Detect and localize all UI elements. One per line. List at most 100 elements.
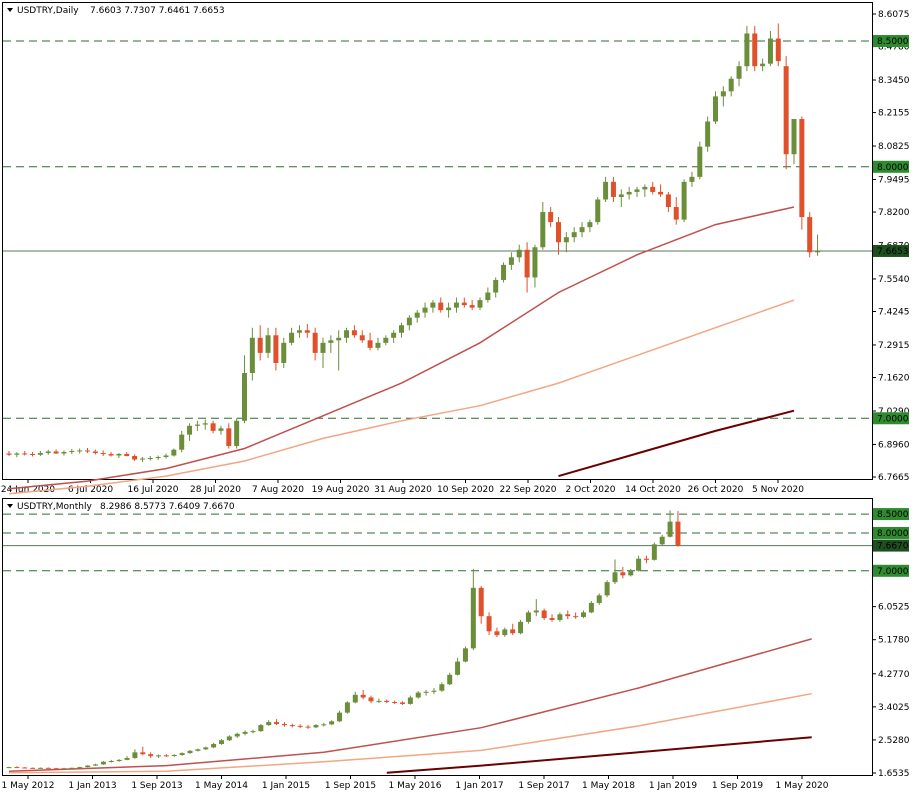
price-tick-label: 4.2770 <box>878 670 910 680</box>
candle-up <box>689 176 695 182</box>
candle-up <box>296 330 302 333</box>
candle-down <box>650 186 656 192</box>
price-tick-label: 1.6535 <box>878 769 910 779</box>
candle-up <box>525 612 531 622</box>
candle-down <box>85 450 90 452</box>
candle-down <box>289 725 295 727</box>
candle-up <box>313 725 319 728</box>
candle-down <box>658 191 664 195</box>
time-tick-label: 7 Aug 2020 <box>252 485 304 495</box>
candle-down <box>148 754 154 757</box>
candle-up <box>147 458 153 460</box>
candle-up <box>713 96 718 122</box>
moving-average-line <box>386 736 812 774</box>
candle-up <box>163 455 169 458</box>
monthly-title: USDTRY,Monthly <box>17 502 92 512</box>
candle-up <box>6 767 12 769</box>
level-label-box <box>873 160 909 173</box>
current-price-label: 7.6653 <box>877 247 909 257</box>
candle-up <box>124 758 130 760</box>
candle-down <box>360 694 366 698</box>
candle-up <box>462 648 468 662</box>
candle-up <box>596 595 602 603</box>
current-price-box <box>873 244 909 257</box>
candle-up <box>628 570 634 576</box>
time-tick-label: 1 Jan 2013 <box>68 781 116 791</box>
candle-up <box>651 544 657 560</box>
level-label-box <box>873 35 909 48</box>
time-tick-label: 1 May 2018 <box>582 781 635 791</box>
candle-up <box>407 697 413 704</box>
candle-down <box>92 451 98 453</box>
candle-up <box>453 302 459 308</box>
candle-up <box>337 712 343 722</box>
candle-up <box>603 181 609 200</box>
time-tick-label: 1 Sep 2019 <box>712 781 764 791</box>
candle-up <box>194 424 200 426</box>
monthly-header: USDTRY,Monthly 8.2986 8.5773 7.6409 7.66… <box>7 502 235 512</box>
candle-up <box>202 423 208 425</box>
candle-up <box>604 582 610 596</box>
candle-up <box>37 452 43 455</box>
candle-up <box>85 765 91 768</box>
candle-up <box>571 232 577 238</box>
time-tick-label: 1 May 2012 <box>2 781 55 791</box>
candle-up <box>100 761 106 765</box>
candle-down <box>14 767 20 769</box>
candle-up <box>37 767 43 769</box>
level-label-box <box>873 526 909 539</box>
price-tick-label: 7.8200 <box>878 208 910 218</box>
candle-up <box>265 335 271 353</box>
level-label: 7.0000 <box>877 414 909 424</box>
time-tick-label: 1 Sep 2017 <box>518 781 569 791</box>
level-label-box <box>873 508 909 521</box>
price-tick-label: 5.1780 <box>878 636 910 646</box>
candle-down <box>22 767 28 769</box>
candle-down <box>548 212 554 223</box>
candle-up <box>139 458 145 460</box>
collapse-triangle-icon[interactable] <box>7 8 13 12</box>
candle-up <box>791 118 797 155</box>
candle-up <box>399 325 404 333</box>
candle-up <box>61 451 67 454</box>
candle-up <box>579 227 585 233</box>
candle-up <box>588 602 594 613</box>
time-tick-label: 1 May 2020 <box>776 781 829 791</box>
candle-up <box>203 747 209 750</box>
candle-down <box>565 614 571 617</box>
price-tick-label: 7.4245 <box>878 308 910 318</box>
candle-up <box>218 740 224 745</box>
time-tick-label: 1 May 2016 <box>389 781 442 791</box>
candle-up <box>132 752 138 759</box>
candle-up <box>45 451 51 453</box>
candle-down <box>22 453 28 455</box>
collapse-triangle-icon[interactable] <box>7 504 13 508</box>
time-tick-label: 16 Jul 2020 <box>128 485 179 495</box>
price-tick-label: 8.4780 <box>878 43 910 53</box>
candle-down <box>124 453 130 457</box>
candle-down <box>400 702 405 704</box>
moving-average-line <box>8 299 795 495</box>
candle-up <box>281 342 287 363</box>
daily-chart: 8.6075 8.4780 8.3450 8.2155 8.0825 7.9495 7.82… <box>1 10 910 495</box>
candle-up <box>93 764 99 766</box>
level-label: 8.0000 <box>877 529 909 539</box>
price-tick-label: 8.0825 <box>878 142 910 152</box>
moving-average-line <box>8 638 812 772</box>
candle-up <box>767 38 773 64</box>
candle-up <box>455 661 461 675</box>
candle-down <box>643 558 649 560</box>
candle-up <box>540 212 546 248</box>
candle-up <box>242 731 248 734</box>
candle-down <box>549 618 555 620</box>
candle-up <box>518 621 524 634</box>
candle-up <box>667 521 673 537</box>
candle-up <box>626 191 632 195</box>
price-tick-label: 6.8960 <box>878 440 910 450</box>
time-tick-label: 1 May 2014 <box>195 781 248 791</box>
candle-up <box>634 189 640 192</box>
candle-down <box>30 767 36 769</box>
candle-up <box>266 722 272 726</box>
